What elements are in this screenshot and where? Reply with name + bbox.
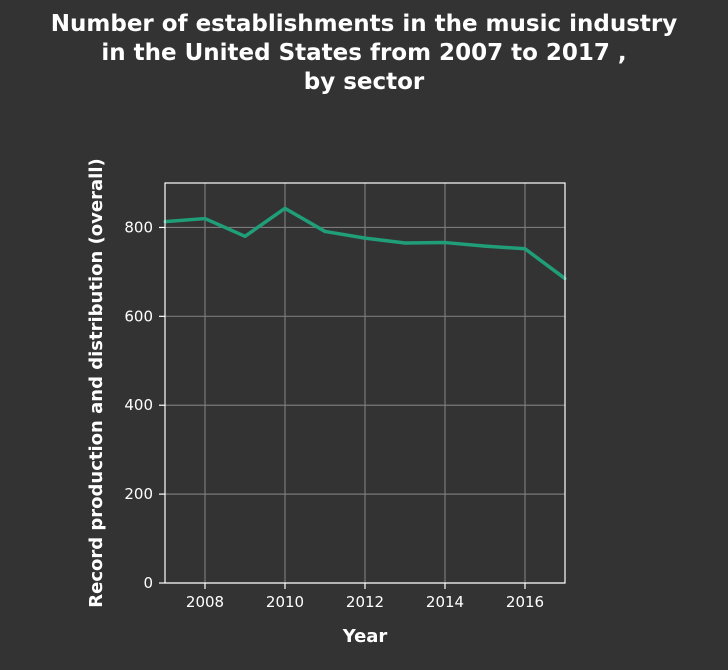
axis-ticks: 2008 2010 2012 2014 2016 0 200 400 600 800 xyxy=(124,218,544,611)
x-tick-label: 2012 xyxy=(346,593,384,611)
y-axis-label: Record production and distribution (over… xyxy=(86,158,107,607)
data-point xyxy=(523,247,527,251)
x-tick-label: 2016 xyxy=(506,593,544,611)
y-tick-label: 400 xyxy=(124,396,153,414)
chart-title-line-3: by sector xyxy=(304,69,425,95)
y-tick-label: 800 xyxy=(124,218,153,236)
x-tick-label: 2008 xyxy=(186,593,224,611)
chart-title-line-1: Number of establishments in the music in… xyxy=(51,11,677,37)
data-point xyxy=(403,241,407,245)
data-point xyxy=(283,206,287,210)
x-tick-label: 2010 xyxy=(266,593,304,611)
data-point xyxy=(243,234,247,238)
y-tick-label: 200 xyxy=(124,485,153,503)
x-tick-label: 2014 xyxy=(426,593,464,611)
data-point xyxy=(443,240,447,245)
data-point xyxy=(483,244,487,248)
data-point xyxy=(323,229,327,234)
data-point xyxy=(203,216,207,221)
y-tick-label: 0 xyxy=(143,574,153,592)
chart-title-line-2: in the United States from 2007 to 2017 , xyxy=(101,40,626,66)
y-tick-label: 600 xyxy=(124,307,153,325)
data-point xyxy=(363,236,367,240)
gridlines xyxy=(165,183,565,584)
x-axis-label: Year xyxy=(342,626,388,647)
